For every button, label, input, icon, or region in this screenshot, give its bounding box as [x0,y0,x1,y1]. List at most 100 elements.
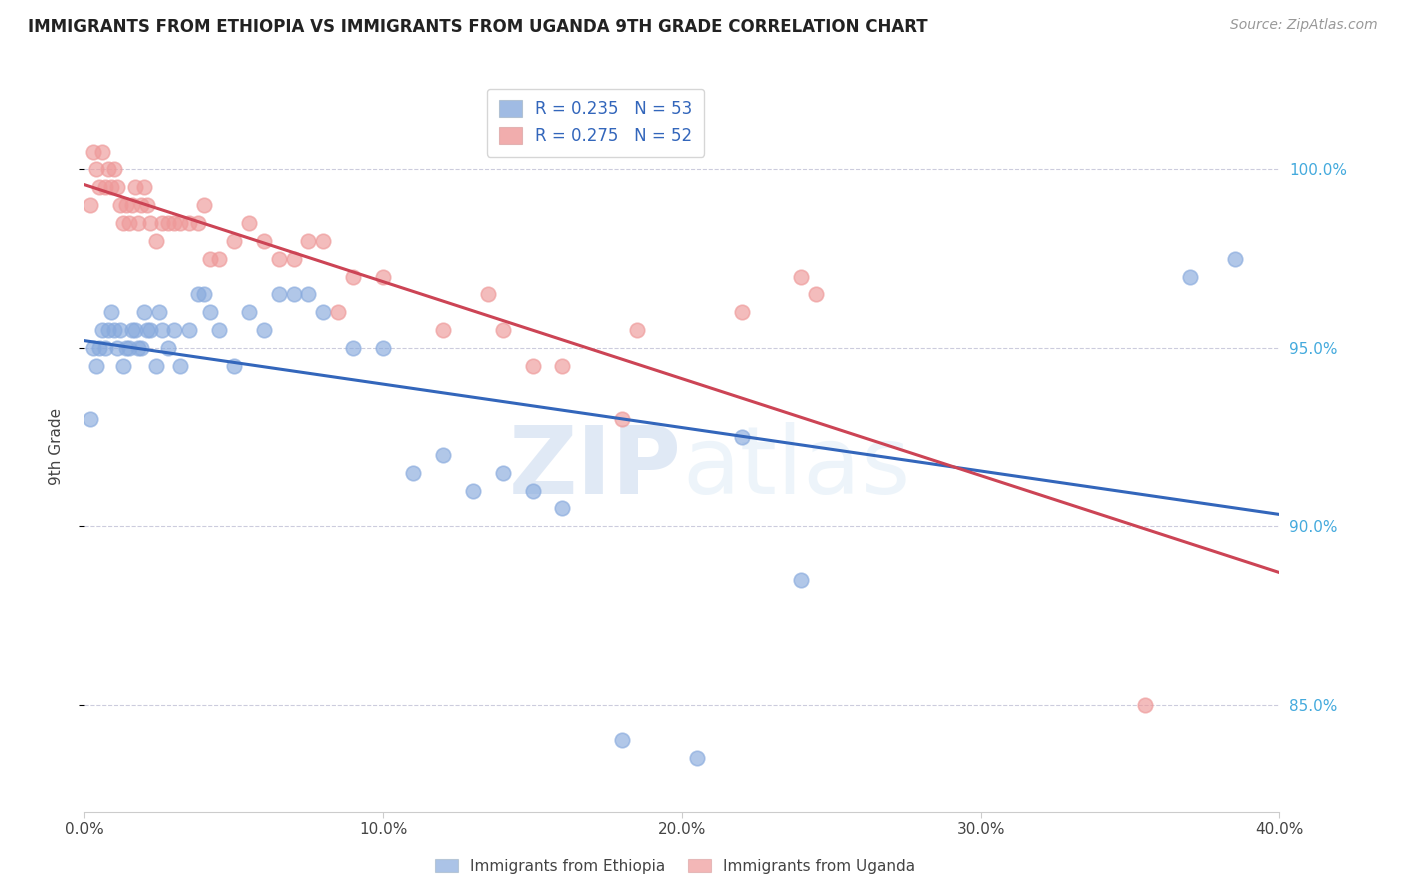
Point [297,287,319,301]
Point [118,341,141,355]
Point [121,198,143,212]
Point [91,145,114,159]
Point [163,323,186,337]
Point [112,216,135,230]
Point [145,359,167,373]
Point [492,466,515,480]
Point [551,359,574,373]
Point [312,305,335,319]
Point [100,180,122,194]
Point [79,198,101,212]
Point [522,359,544,373]
Point [97,323,120,337]
Point [328,305,350,319]
Point [86,162,108,177]
Point [169,216,191,230]
Point [127,216,149,230]
Point [626,323,648,337]
Point [82,145,104,159]
Point [187,216,209,230]
Point [686,751,709,765]
Point [731,430,754,444]
Point [198,252,221,266]
Point [267,252,290,266]
Legend: R = 0.235   N = 53, R = 0.275   N = 52: R = 0.235 N = 53, R = 0.275 N = 52 [486,88,704,157]
Text: atlas: atlas [682,422,910,514]
Point [198,305,221,319]
Point [163,216,186,230]
Point [100,305,122,319]
Point [283,252,305,266]
Point [89,180,111,194]
Point [124,323,146,337]
Point [91,323,114,337]
Point [238,305,260,319]
Point [253,234,276,248]
Point [477,287,499,301]
Point [790,269,813,284]
Point [222,234,245,248]
Point [208,252,231,266]
Point [103,162,125,177]
Point [373,341,395,355]
Point [253,323,276,337]
Point [551,501,574,516]
Point [267,287,290,301]
Point [193,198,215,212]
Point [612,412,634,426]
Legend: Immigrants from Ethiopia, Immigrants from Uganda: Immigrants from Ethiopia, Immigrants fro… [429,853,921,880]
Point [94,341,117,355]
Point [432,323,454,337]
Point [129,198,152,212]
Point [121,323,143,337]
Point [94,180,117,194]
Point [169,359,191,373]
Point [115,198,138,212]
Point [157,341,180,355]
Point [177,216,200,230]
Point [145,234,167,248]
Point [731,305,754,319]
Point [297,234,319,248]
Point [238,216,260,230]
Point [86,359,108,373]
Point [97,162,120,177]
Point [132,305,156,319]
Point [82,341,104,355]
Point [118,216,141,230]
Point [139,216,162,230]
Point [89,341,111,355]
Point [150,216,173,230]
Point [432,448,454,462]
Y-axis label: 9th Grade: 9th Grade [49,408,63,484]
Point [132,180,156,194]
Point [187,287,209,301]
Point [115,341,138,355]
Point [522,483,544,498]
Text: ZIP: ZIP [509,422,682,514]
Point [806,287,828,301]
Point [373,269,395,284]
Point [79,412,101,426]
Point [461,483,484,498]
Point [312,234,335,248]
Point [136,198,159,212]
Point [222,359,245,373]
Point [612,733,634,747]
Text: Source: ZipAtlas.com: Source: ZipAtlas.com [1230,18,1378,32]
Point [283,287,305,301]
Point [105,341,128,355]
Point [1133,698,1156,712]
Point [790,573,813,587]
Point [110,323,132,337]
Point [342,341,364,355]
Point [105,180,128,194]
Point [112,359,135,373]
Point [148,305,170,319]
Point [150,323,173,337]
Point [127,341,149,355]
Point [1223,252,1246,266]
Point [492,323,515,337]
Point [139,323,162,337]
Point [402,466,425,480]
